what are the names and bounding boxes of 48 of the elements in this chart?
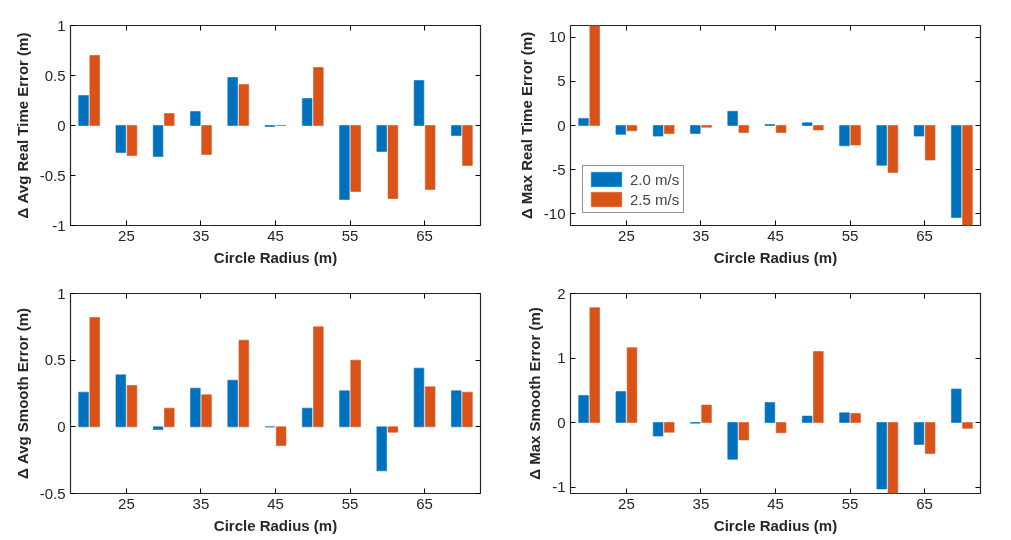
x-tick-label: 35 [192, 494, 210, 512]
y-tick-label: -10 [543, 205, 566, 222]
y-tick-label: 0 [557, 116, 566, 134]
x-tick-label: 55 [341, 494, 359, 512]
x-axis-title: Circle Radius (m) [213, 516, 338, 534]
x-tick-label: 55 [341, 226, 359, 244]
y-tick-label: -0.5 [39, 166, 66, 184]
y-tick-label: 1 [57, 16, 66, 34]
x-tick-label: 25 [618, 494, 635, 512]
x-axis-title: Circle Radius (m) [213, 248, 338, 266]
y-tick-label: 5 [557, 72, 566, 90]
y-tick-label: 2 [557, 284, 566, 302]
x-tick-label: 25 [118, 226, 135, 244]
legend-label: 2.0 m/s [630, 170, 680, 188]
x-tick-label: 35 [692, 494, 710, 512]
x-axis-title: Circle Radius (m) [713, 516, 838, 534]
y-tick-label: 1 [557, 349, 566, 367]
x-tick-label: 25 [618, 226, 635, 244]
x-tick-label: 55 [841, 494, 859, 512]
x-tick-label: 65 [916, 226, 933, 244]
x-tick-label: 45 [767, 226, 784, 244]
x-tick-label: 45 [767, 494, 784, 512]
y-tick-label: 10 [548, 28, 566, 45]
x-tick-label: 35 [192, 226, 210, 244]
y-tick-label: 0.5 [44, 351, 66, 369]
x-tick-label: 35 [692, 226, 710, 244]
x-tick-label: 65 [416, 494, 433, 512]
x-tick-label: 45 [267, 494, 284, 512]
x-tick-label: 65 [416, 226, 433, 244]
y-axis-title: Δ Max Smooth Error (m) [526, 307, 544, 480]
y-tick-label: 1 [57, 284, 66, 302]
y-tick-label: 0 [57, 417, 66, 435]
y-tick-label: 0 [557, 413, 566, 431]
y-tick-label: 0 [57, 116, 66, 134]
x-axis-title: Circle Radius (m) [713, 248, 838, 266]
y-axis-title: Δ Max Real Time Error (m) [517, 31, 535, 220]
y-tick-label: -1 [552, 478, 566, 496]
y-axis-title: Δ Avg Smooth Error (m) [13, 307, 31, 480]
y-axis-title: Δ Avg Real Time Error (m) [13, 32, 31, 219]
x-tick-label: 25 [118, 494, 135, 512]
y-tick-label: -1 [52, 216, 66, 234]
y-tick-label: -5 [552, 160, 566, 178]
y-tick-label: 0.5 [44, 66, 66, 84]
x-tick-label: 45 [267, 226, 284, 244]
y-tick-label: -0.5 [39, 484, 66, 502]
legend-label: 2.5 m/s [630, 190, 680, 208]
x-tick-label: 55 [841, 226, 859, 244]
x-tick-label: 65 [916, 494, 933, 512]
